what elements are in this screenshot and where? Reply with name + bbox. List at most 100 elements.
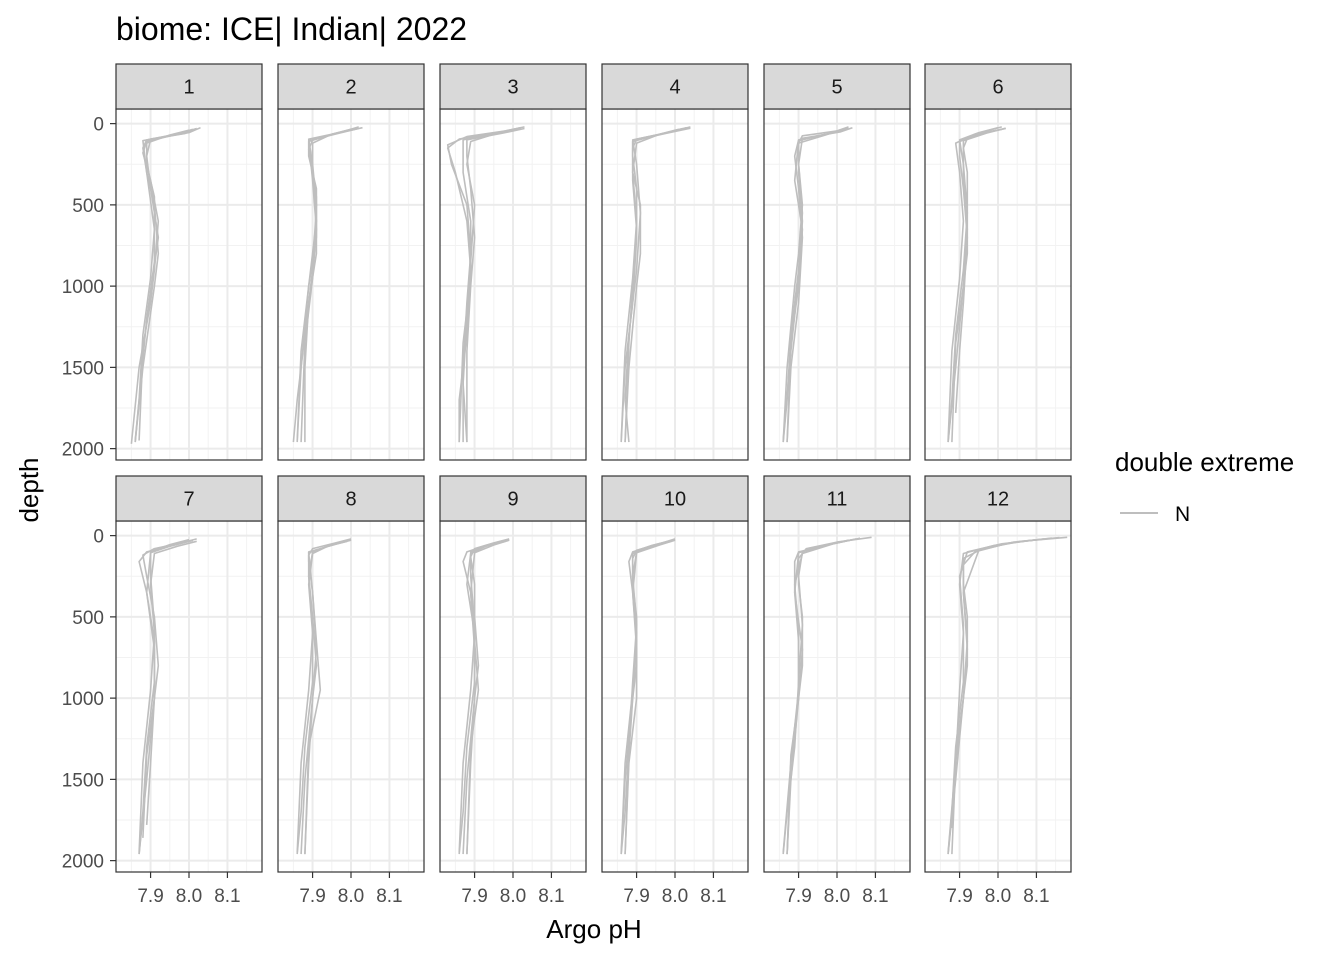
panel-series-group [446, 126, 525, 443]
panel-series-group [620, 126, 691, 443]
y-tick-label: 1500 [62, 770, 104, 791]
profile-line-5 [786, 127, 849, 443]
x-tick-label: 8.0 [176, 886, 202, 907]
x-tick-label: 7.9 [137, 886, 163, 907]
panel-9: 9 7.9 8.0 8.1 [439, 475, 587, 907]
x-tick-label: 8.0 [338, 886, 364, 907]
profile-line-5 [458, 127, 521, 443]
x-tick-label: 8.1 [1023, 886, 1049, 907]
strip-label: 3 [507, 77, 518, 99]
strip-label: 4 [669, 77, 680, 99]
panel-series-group [947, 536, 1068, 855]
profile-line-4 [462, 128, 517, 443]
strip-label: 6 [992, 77, 1003, 99]
panel-2: 2 [277, 63, 425, 461]
strip-label: 2 [345, 77, 356, 99]
strip-background [115, 475, 263, 522]
x-tick-label: 8.1 [862, 886, 888, 907]
profile-line-5 [300, 127, 359, 443]
panel-series-group [782, 536, 872, 855]
profile-line-5 [466, 539, 510, 855]
profile-line-4 [458, 540, 506, 853]
x-axis-title: Argo pH [546, 914, 641, 944]
strip-background [924, 475, 1072, 522]
strip-label: 5 [831, 77, 842, 99]
panel-series-group [130, 126, 201, 444]
panel-series-group [620, 538, 676, 855]
x-tick-label: 7.9 [785, 886, 811, 907]
y-tick-label: 2000 [62, 852, 104, 873]
profile-line-5 [134, 127, 197, 441]
panel-series-group [458, 538, 510, 855]
profile-line-2 [446, 126, 521, 443]
profile-line-5 [951, 127, 1006, 443]
x-tick-label: 8.0 [662, 886, 688, 907]
chart-title: biome: ICE| Indian| 2022 [116, 11, 467, 47]
profile-line-4 [138, 540, 197, 853]
y-tick-label: 0 [93, 527, 104, 548]
legend-title: double extreme [1115, 447, 1294, 477]
strip-background [763, 63, 911, 110]
strip-background [439, 475, 587, 522]
profile-line-5 [624, 539, 676, 855]
strip-background [763, 475, 911, 522]
strip-background [924, 63, 1072, 110]
y-axis-title: depth [14, 457, 44, 522]
x-tick-label: 8.1 [700, 886, 726, 907]
strip-background [115, 63, 263, 110]
profile-line-5 [951, 536, 1060, 829]
y-tick-label: 1000 [62, 689, 104, 710]
strip-label: 1 [183, 77, 194, 99]
x-tick-label: 7.9 [461, 886, 487, 907]
panel-3: 3 [439, 63, 587, 461]
x-tick-label: 8.1 [376, 886, 402, 907]
x-tick-label: 7.9 [946, 886, 972, 907]
panel-series-group [138, 538, 197, 855]
strip-label: 8 [345, 489, 356, 511]
profile-line-5 [304, 539, 352, 855]
strip-background [439, 63, 587, 110]
strip-label: 10 [664, 489, 686, 511]
panel-11: 11 7.9 8.0 8.1 [763, 475, 911, 907]
x-tick-label: 8.1 [214, 886, 240, 907]
strip-background [601, 475, 749, 522]
strip-label: 7 [183, 489, 194, 511]
strip-background [277, 63, 425, 110]
x-tick-label: 8.0 [985, 886, 1011, 907]
panel-5: 5 [763, 63, 911, 461]
strip-background [277, 475, 425, 522]
panel-1: 1 0 500 1000 1500 2000 [62, 63, 263, 461]
panel-10: 10 7.9 8.0 8.1 [601, 475, 749, 907]
y-tick-label: 500 [72, 196, 104, 217]
panel-series-group [292, 126, 363, 443]
panel-series-group [947, 126, 1006, 443]
y-tick-label: 1000 [62, 277, 104, 298]
legend-item-label: N [1175, 503, 1190, 526]
y-tick-label: 500 [72, 608, 104, 629]
panel-7: 7 0 500 1000 1500 2000 7.9 8.0 8.1 [62, 475, 263, 907]
y-tick-label: 1500 [62, 358, 104, 379]
y-tick-label: 0 [93, 115, 104, 136]
profile-line-5 [624, 127, 691, 443]
panel-4: 4 [601, 63, 749, 461]
panel-series-group [782, 126, 853, 443]
profile-line-4 [947, 128, 1002, 441]
x-tick-label: 7.9 [623, 886, 649, 907]
panel-12: 12 7.9 8.0 8.1 [924, 475, 1072, 907]
x-tick-label: 8.1 [538, 886, 564, 907]
strip-background [601, 63, 749, 110]
strip-label: 12 [987, 489, 1009, 511]
strip-label: 11 [827, 489, 848, 511]
y-tick-label: 2000 [62, 440, 104, 461]
panel-6: 6 [924, 63, 1072, 461]
strip-label: 9 [507, 489, 518, 511]
profile-line-5 [786, 539, 849, 855]
panel-8: 8 7.9 8.0 8.1 [277, 475, 425, 907]
x-tick-label: 7.9 [299, 886, 325, 907]
panel-series-group [296, 538, 352, 855]
profile-line-5 [142, 539, 193, 838]
x-tick-label: 8.0 [500, 886, 526, 907]
legend: double extreme N [1115, 447, 1294, 526]
